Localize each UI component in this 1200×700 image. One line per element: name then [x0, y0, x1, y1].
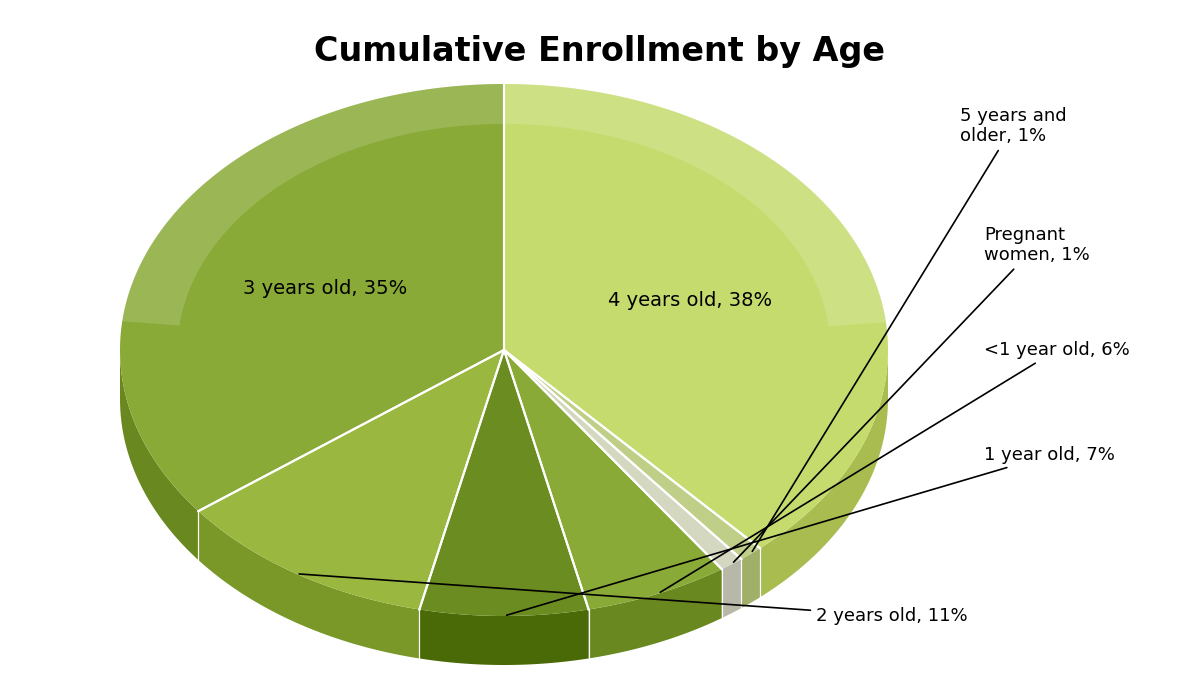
Polygon shape — [721, 559, 742, 618]
Polygon shape — [504, 350, 760, 559]
Polygon shape — [504, 84, 886, 326]
Polygon shape — [198, 350, 504, 610]
Polygon shape — [120, 84, 504, 511]
Polygon shape — [742, 548, 760, 608]
Polygon shape — [760, 351, 888, 597]
Text: 2 years old, 11%: 2 years old, 11% — [299, 574, 967, 625]
Text: 3 years old, 35%: 3 years old, 35% — [242, 279, 407, 298]
Text: Pregnant
women, 1%: Pregnant women, 1% — [733, 225, 1090, 562]
Polygon shape — [588, 569, 721, 659]
Text: 5 years and
older, 1%: 5 years and older, 1% — [752, 106, 1067, 552]
Text: <1 year old, 6%: <1 year old, 6% — [660, 341, 1129, 592]
Polygon shape — [120, 351, 198, 560]
Polygon shape — [420, 610, 588, 665]
Polygon shape — [504, 350, 721, 610]
Text: Cumulative Enrollment by Age: Cumulative Enrollment by Age — [314, 35, 886, 68]
Text: 1 year old, 7%: 1 year old, 7% — [506, 446, 1115, 615]
Polygon shape — [504, 84, 888, 548]
Polygon shape — [198, 511, 420, 659]
Text: 4 years old, 38%: 4 years old, 38% — [608, 291, 773, 310]
Polygon shape — [504, 350, 742, 569]
Polygon shape — [420, 350, 588, 616]
Polygon shape — [122, 84, 504, 326]
